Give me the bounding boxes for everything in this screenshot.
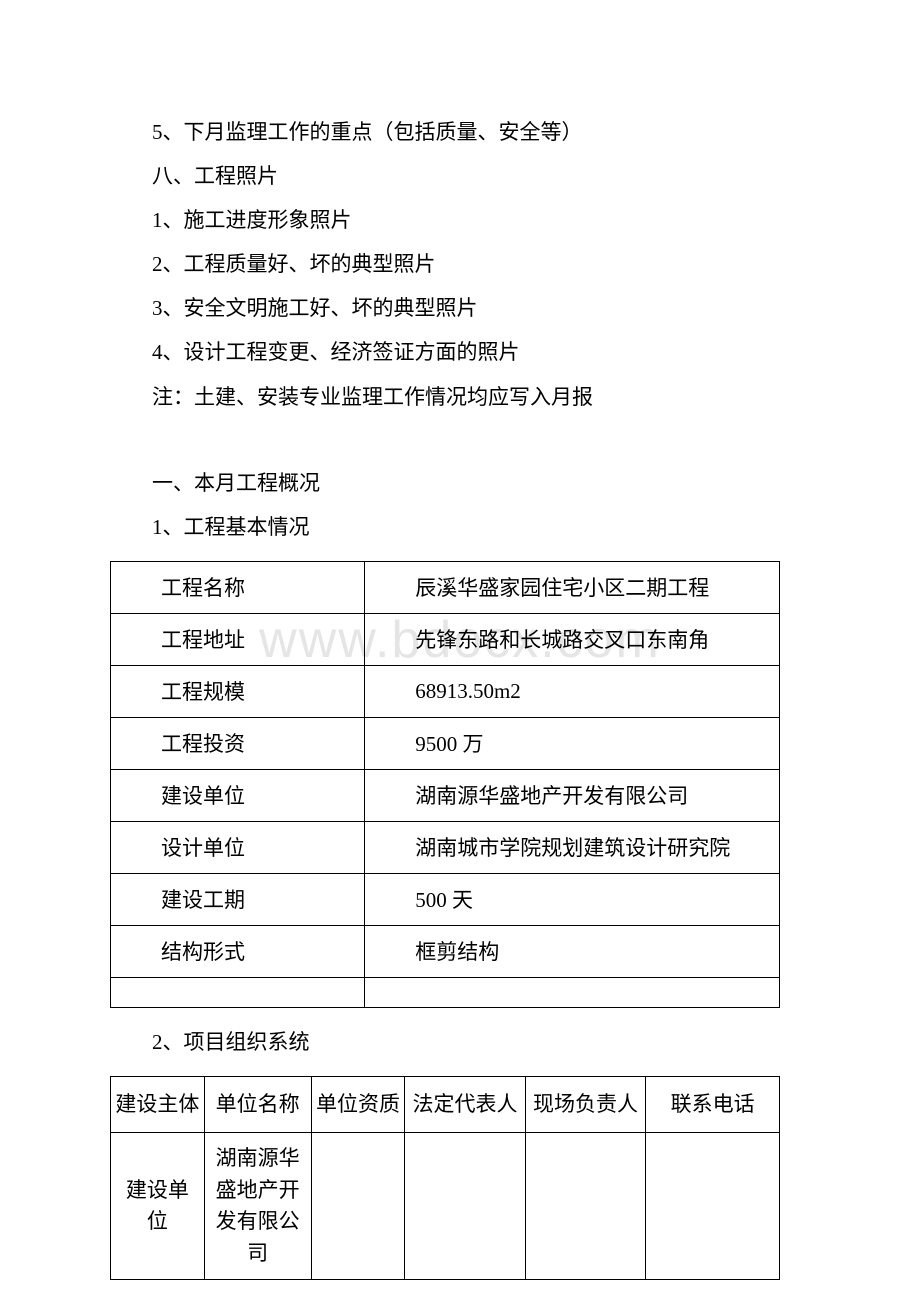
cell-label: 建设工期 [111, 873, 365, 925]
document-content: 5、下月监理工作的重点（包括质量、安全等） 八、工程照片 1、施工进度形象照片 … [110, 110, 780, 1280]
cell [405, 1133, 525, 1280]
table-row: 工程名称 辰溪华盛家园住宅小区二期工程 [111, 561, 780, 613]
table-row-empty [111, 977, 780, 1007]
cell [311, 1133, 405, 1280]
header-cell: 联系电话 [646, 1076, 780, 1133]
outline-line: 4、设计工程变更、经济签证方面的照片 [110, 330, 780, 374]
cell-label: 设计单位 [111, 821, 365, 873]
cell-value: 68913.50m2 [365, 665, 780, 717]
cell-label: 结构形式 [111, 925, 365, 977]
header-cell: 现场负责人 [525, 1076, 645, 1133]
cell: 湖南源华盛地产开发有限公司 [204, 1133, 311, 1280]
project-basic-table: 工程名称 辰溪华盛家园住宅小区二期工程 工程地址 先锋东路和长城路交叉口东南角 … [110, 561, 780, 1008]
header-cell: 建设主体 [111, 1076, 205, 1133]
outline-line: 1、施工进度形象照片 [110, 198, 780, 242]
header-cell: 单位资质 [311, 1076, 405, 1133]
table-row: 工程规模 68913.50m2 [111, 665, 780, 717]
cell-label: 工程地址 [111, 613, 365, 665]
cell [646, 1133, 780, 1280]
header-cell: 单位名称 [204, 1076, 311, 1133]
section-title: 一、本月工程概况 [110, 461, 780, 505]
cell-value: 辰溪华盛家园住宅小区二期工程 [365, 561, 780, 613]
cell-label: 工程规模 [111, 665, 365, 717]
header-cell: 法定代表人 [405, 1076, 525, 1133]
outline-line: 八、工程照片 [110, 154, 780, 198]
table-row: 工程地址 先锋东路和长城路交叉口东南角 [111, 613, 780, 665]
outline-line: 2、工程质量好、坏的典型照片 [110, 242, 780, 286]
outline-line: 注：土建、安装专业监理工作情况均应写入月报 [110, 375, 780, 419]
cell-label: 工程投资 [111, 717, 365, 769]
table-header-row: 建设主体 单位名称 单位资质 法定代表人 现场负责人 联系电话 [111, 1076, 780, 1133]
section-subtitle: 2、项目组织系统 [110, 1020, 780, 1064]
table-row: 工程投资 9500 万 [111, 717, 780, 769]
table-row: 结构形式 框剪结构 [111, 925, 780, 977]
cell: 建设单位 [111, 1133, 205, 1280]
cell-empty [111, 977, 365, 1007]
section-subtitle: 1、工程基本情况 [110, 505, 780, 549]
cell-value: 湖南城市学院规划建筑设计研究院 [365, 821, 780, 873]
cell-value: 框剪结构 [365, 925, 780, 977]
cell-label: 建设单位 [111, 769, 365, 821]
outline-line: 5、下月监理工作的重点（包括质量、安全等） [110, 110, 780, 154]
table-row: 建设单位 湖南源华盛地产开发有限公司 [111, 1133, 780, 1280]
table-row: 建设工期 500 天 [111, 873, 780, 925]
project-org-table: 建设主体 单位名称 单位资质 法定代表人 现场负责人 联系电话 建设单位 湖南源… [110, 1076, 780, 1281]
table-row: 建设单位 湖南源华盛地产开发有限公司 [111, 769, 780, 821]
cell-value: 500 天 [365, 873, 780, 925]
cell-value: 9500 万 [365, 717, 780, 769]
cell-label: 工程名称 [111, 561, 365, 613]
cell [525, 1133, 645, 1280]
cell-value: 先锋东路和长城路交叉口东南角 [365, 613, 780, 665]
outline-line: 3、安全文明施工好、坏的典型照片 [110, 286, 780, 330]
cell-value: 湖南源华盛地产开发有限公司 [365, 769, 780, 821]
cell-empty [365, 977, 780, 1007]
table-row: 设计单位 湖南城市学院规划建筑设计研究院 [111, 821, 780, 873]
